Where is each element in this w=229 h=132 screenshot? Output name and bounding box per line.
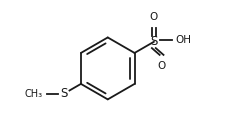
Text: OH: OH bbox=[174, 35, 190, 45]
Text: CH₃: CH₃ bbox=[25, 89, 43, 99]
Text: S: S bbox=[60, 87, 68, 100]
Text: O: O bbox=[157, 60, 165, 70]
Text: S: S bbox=[150, 35, 157, 48]
Text: O: O bbox=[149, 12, 157, 22]
